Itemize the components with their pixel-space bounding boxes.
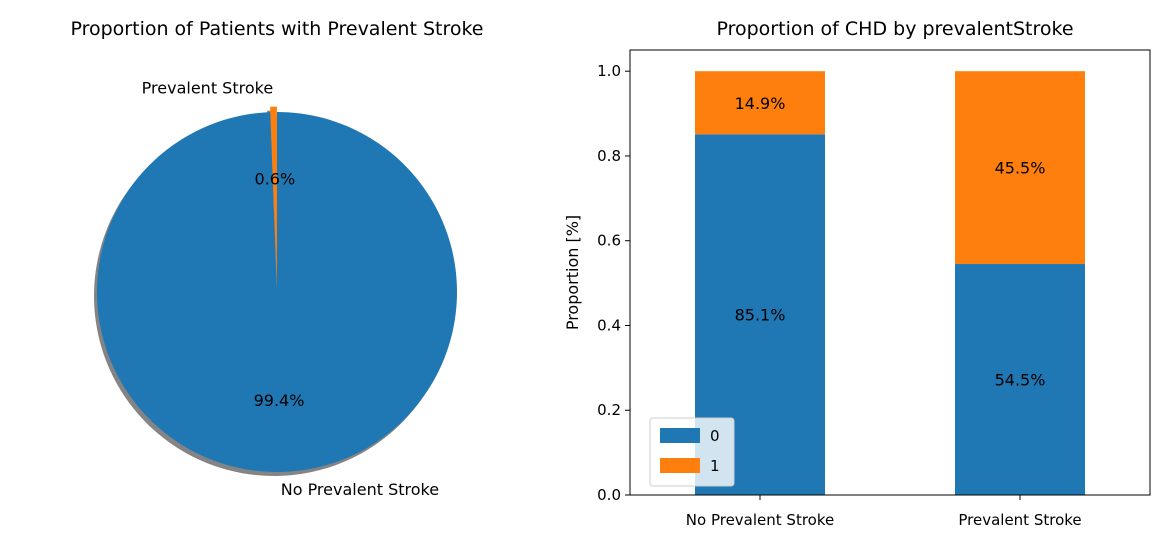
- y-axis-label: Proportion [%]: [563, 215, 582, 330]
- bar-data-label: 45.5%: [995, 159, 1046, 178]
- plot-frame: [629, 49, 1151, 496]
- bar-data-label: 85.1%: [735, 306, 786, 325]
- pie-slice-percent: 99.4%: [254, 391, 305, 410]
- stacked-bar-chart: Proportion of CHD by prevalentStroke 85.…: [563, 18, 1151, 529]
- legend-label: 0: [710, 427, 720, 445]
- pie-slice-label: Prevalent Stroke: [142, 79, 273, 98]
- y-tick-label: 0.0: [597, 486, 621, 504]
- legend-swatch: [660, 428, 700, 443]
- pie-chart: Proportion of Patients with Prevalent St…: [70, 18, 483, 499]
- pie-slice: [270, 106, 277, 287]
- pie-chart-title: Proportion of Patients with Prevalent St…: [70, 18, 483, 40]
- legend-swatch: [660, 458, 700, 473]
- x-tick-label: Prevalent Stroke: [958, 511, 1081, 529]
- y-tick-label: 0.4: [597, 316, 621, 334]
- pie-slice-percent: 0.6%: [255, 170, 296, 189]
- legend-label: 1: [710, 457, 720, 475]
- bar-segment: [695, 71, 825, 135]
- bar-segment: [955, 71, 1085, 265]
- y-tick-label: 1.0: [597, 62, 621, 80]
- bar-segment: [955, 264, 1085, 495]
- x-tick-label: No Prevalent Stroke: [686, 511, 834, 529]
- y-tick-label: 0.8: [597, 147, 621, 165]
- y-tick-label: 0.6: [597, 232, 621, 250]
- bar-chart-title: Proportion of CHD by prevalentStroke: [716, 18, 1073, 40]
- bar-data-label: 54.5%: [995, 371, 1046, 390]
- bar-data-label: 14.9%: [735, 94, 786, 113]
- y-tick-label: 0.2: [597, 401, 621, 419]
- pie-slice-label: No Prevalent Stroke: [281, 480, 439, 499]
- pie-slice: [96, 112, 457, 472]
